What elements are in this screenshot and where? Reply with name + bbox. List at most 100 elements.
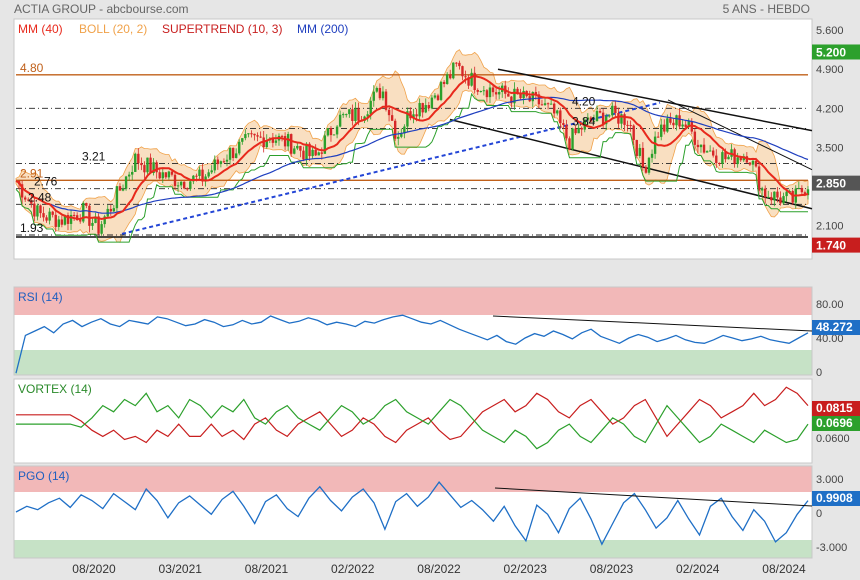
candle-body (36, 205, 39, 217)
price-tick: 4.200 (816, 103, 844, 115)
indicator-lines (15, 74, 809, 243)
rsi-value-badge (812, 320, 860, 335)
candle-body (124, 176, 128, 189)
candle-body (179, 181, 183, 186)
price-panel: 4.80 4.20 3.84 3.21 2.912.762.48 1.93 MM (40)… (13, 18, 860, 260)
candle-body (452, 62, 455, 79)
candle-body (250, 133, 253, 135)
candle-body (601, 112, 605, 125)
price-tick: 5.600 (816, 25, 844, 37)
candle-body (112, 208, 116, 212)
vortex-panel: VORTEX (14) 0.0815 0.0696 0.0600 (13, 378, 860, 464)
candle-body (54, 214, 57, 227)
candle-body (48, 211, 51, 221)
candle-body (681, 124, 684, 127)
candle-body (241, 138, 244, 142)
chart-title: ACTIA GROUP - abcbourse.com (14, 2, 189, 16)
level-label: 3.84 (572, 114, 596, 128)
candle-body (164, 172, 168, 178)
legend-boll: BOLL (20, 2) (79, 22, 147, 36)
candle-body (216, 159, 220, 165)
candle-body (696, 144, 700, 148)
candle-body (204, 176, 207, 182)
candle-body (308, 143, 311, 157)
candle-body (773, 191, 776, 201)
candle-body (482, 90, 486, 92)
candle-body (559, 110, 562, 124)
candle-body (791, 191, 794, 203)
candle-body (375, 87, 379, 92)
candle-body (345, 114, 348, 116)
candle-body (494, 92, 498, 95)
pgo-tick-3: 3.000 (816, 474, 844, 486)
candle-body (537, 94, 541, 105)
candle-body (381, 91, 385, 99)
candle-body (571, 128, 574, 150)
candle-body (173, 174, 177, 186)
x-tick: 08/2022 (417, 562, 461, 576)
candle-body (727, 156, 730, 160)
vortex-minus-value: 0.0815 (816, 401, 853, 415)
candle-body (592, 121, 596, 123)
level-labels: 4.80 4.20 3.84 3.21 2.912.762.48 1.93 (20, 61, 596, 235)
candle-body (433, 95, 437, 98)
candle-body (675, 115, 678, 126)
candle-body (338, 114, 342, 127)
candle-body (85, 203, 88, 206)
candle-body (666, 118, 669, 132)
bollinger-band (15, 49, 809, 243)
level-label: 1.93 (20, 221, 44, 235)
pgo-line (15, 481, 809, 546)
candle-body (91, 222, 94, 226)
pgo-trendline (494, 487, 813, 507)
candle-body (439, 81, 443, 100)
candle-body (311, 149, 314, 157)
candle-body (393, 120, 397, 139)
candle-body (109, 208, 112, 212)
pgo-value-badge (812, 491, 860, 506)
candle-body (672, 122, 675, 126)
candle-body (20, 184, 24, 198)
x-tick: 08/2021 (245, 562, 289, 576)
candle-body (283, 136, 287, 147)
candle-body (82, 203, 85, 222)
candle-body (549, 103, 553, 105)
rsi-value: 48.272 (816, 320, 853, 334)
candle-body (800, 188, 804, 193)
candle-body (608, 115, 611, 117)
candle-body (556, 110, 559, 114)
candle-body (757, 166, 761, 191)
level-label: 2.76 (34, 175, 58, 189)
candle-body (702, 144, 706, 153)
candle-body (562, 123, 565, 126)
candle-body (170, 171, 174, 175)
candle-body (271, 139, 275, 143)
candle-body (421, 103, 424, 113)
candle-body (770, 196, 773, 201)
candle-body (63, 215, 67, 225)
price-level-lines (16, 74, 808, 238)
candle-body (733, 149, 736, 165)
candle-body (72, 214, 76, 216)
mm40-line (15, 74, 809, 221)
mm200-line (15, 96, 809, 214)
candle-body (760, 188, 764, 191)
candle-body (234, 153, 238, 159)
candle-body (354, 108, 357, 121)
level-label: 4.80 (20, 61, 44, 75)
candle-body (390, 115, 394, 121)
candle-body (797, 188, 801, 190)
candle-body (357, 108, 360, 121)
candle-body (131, 171, 134, 175)
candle-body (57, 219, 61, 227)
candle-body (479, 91, 483, 93)
candle-body (305, 143, 308, 160)
candle-body (176, 185, 180, 187)
candle-body (186, 188, 189, 190)
candle-body (161, 172, 164, 179)
candle-body (222, 161, 226, 163)
candle-body (335, 126, 339, 135)
candle-body (66, 215, 70, 224)
rsi-line (15, 314, 809, 374)
candle-body (372, 91, 375, 101)
